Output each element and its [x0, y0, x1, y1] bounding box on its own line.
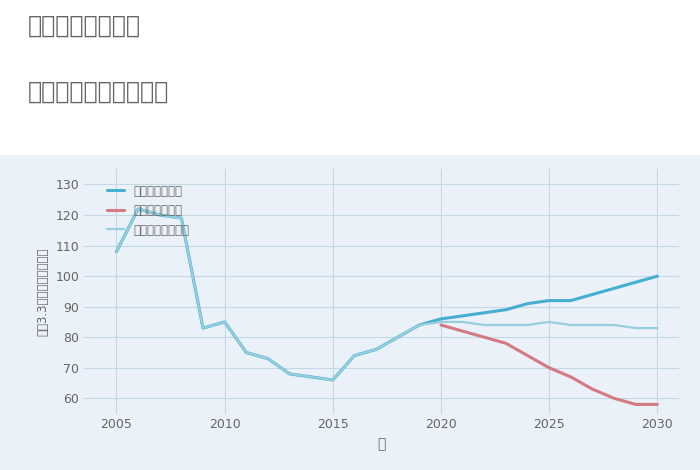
グッドシナリオ	[393, 335, 402, 340]
ノーマルシナリオ	[631, 325, 640, 331]
ノーマルシナリオ	[328, 377, 337, 383]
ノーマルシナリオ	[177, 215, 186, 221]
グッドシナリオ	[350, 352, 358, 358]
グッドシナリオ	[112, 249, 120, 255]
Text: 兵庫県仁豊野駅の: 兵庫県仁豊野駅の	[28, 14, 141, 38]
バッドシナリオ	[566, 374, 575, 380]
ノーマルシナリオ	[112, 249, 120, 255]
ノーマルシナリオ	[502, 322, 510, 328]
グッドシナリオ	[264, 356, 272, 361]
ノーマルシナリオ	[307, 374, 316, 380]
バッドシナリオ	[653, 401, 662, 407]
バッドシナリオ	[610, 395, 618, 401]
グッドシナリオ	[177, 215, 186, 221]
ノーマルシナリオ	[524, 322, 532, 328]
バッドシナリオ	[545, 365, 554, 370]
グッドシナリオ	[415, 322, 424, 328]
ノーマルシナリオ	[610, 322, 618, 328]
バッドシナリオ	[631, 401, 640, 407]
ノーマルシナリオ	[566, 322, 575, 328]
X-axis label: 年: 年	[377, 437, 386, 451]
グッドシナリオ	[610, 285, 618, 291]
グッドシナリオ	[437, 316, 445, 321]
ノーマルシナリオ	[437, 319, 445, 325]
バッドシナリオ	[524, 352, 532, 358]
Line: グッドシナリオ: グッドシナリオ	[116, 209, 657, 380]
グッドシナリオ	[502, 307, 510, 313]
グッドシナリオ	[372, 347, 380, 352]
Line: ノーマルシナリオ: ノーマルシナリオ	[116, 209, 657, 380]
グッドシナリオ	[524, 301, 532, 306]
ノーマルシナリオ	[415, 322, 424, 328]
ノーマルシナリオ	[242, 350, 251, 355]
ノーマルシナリオ	[393, 335, 402, 340]
バッドシナリオ	[502, 340, 510, 346]
グッドシナリオ	[653, 273, 662, 279]
バッドシナリオ	[588, 386, 596, 392]
ノーマルシナリオ	[458, 319, 467, 325]
ノーマルシナリオ	[588, 322, 596, 328]
Legend: グッドシナリオ, バッドシナリオ, ノーマルシナリオ: グッドシナリオ, バッドシナリオ, ノーマルシナリオ	[102, 180, 195, 242]
ノーマルシナリオ	[199, 325, 207, 331]
ノーマルシナリオ	[286, 371, 294, 377]
グッドシナリオ	[134, 206, 142, 212]
ノーマルシナリオ	[264, 356, 272, 361]
グッドシナリオ	[566, 298, 575, 304]
グッドシナリオ	[242, 350, 251, 355]
Text: 中古戸建ての価格推移: 中古戸建ての価格推移	[28, 80, 169, 104]
グッドシナリオ	[220, 319, 229, 325]
グッドシナリオ	[307, 374, 316, 380]
ノーマルシナリオ	[653, 325, 662, 331]
Line: バッドシナリオ: バッドシナリオ	[441, 325, 657, 404]
グッドシナリオ	[199, 325, 207, 331]
グッドシナリオ	[286, 371, 294, 377]
グッドシナリオ	[545, 298, 554, 304]
ノーマルシナリオ	[350, 352, 358, 358]
ノーマルシナリオ	[155, 212, 164, 218]
グッドシナリオ	[588, 291, 596, 297]
ノーマルシナリオ	[134, 206, 142, 212]
グッドシナリオ	[631, 279, 640, 285]
ノーマルシナリオ	[220, 319, 229, 325]
Y-axis label: 坪（3.3㎡）単価（万円）: 坪（3.3㎡）単価（万円）	[36, 247, 50, 336]
ノーマルシナリオ	[372, 347, 380, 352]
バッドシナリオ	[480, 335, 489, 340]
ノーマルシナリオ	[480, 322, 489, 328]
グッドシナリオ	[480, 310, 489, 316]
グッドシナリオ	[328, 377, 337, 383]
ノーマルシナリオ	[545, 319, 554, 325]
グッドシナリオ	[458, 313, 467, 319]
バッドシナリオ	[437, 322, 445, 328]
バッドシナリオ	[458, 328, 467, 334]
グッドシナリオ	[155, 212, 164, 218]
